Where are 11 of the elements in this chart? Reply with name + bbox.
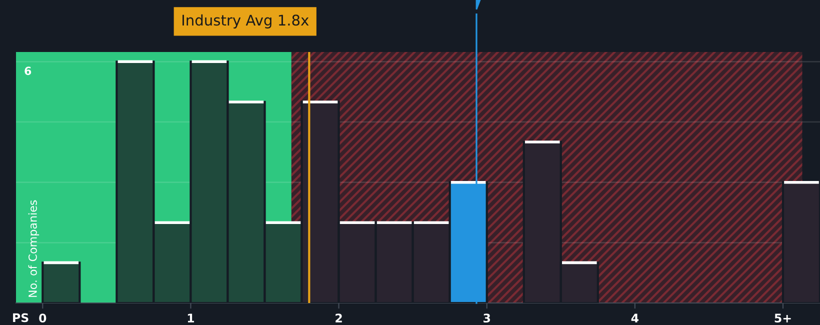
x-axis-title: PS — [13, 313, 28, 322]
x-tick-label: 1 — [188, 314, 194, 322]
x-tick-label: 3 — [484, 314, 490, 323]
annotation: 6 — [24, 66, 32, 76]
bar — [42, 262, 81, 303]
x-tick-label: 4 — [631, 314, 638, 322]
ref-line-label: Industry Avg 1.8x — [182, 14, 309, 28]
x-tick-label: 0 — [39, 314, 46, 323]
x-tick-label: 5+ — [774, 314, 791, 323]
y-axis-title: No. of Companies — [28, 200, 40, 297]
x-tick-label: 2 — [336, 314, 342, 322]
